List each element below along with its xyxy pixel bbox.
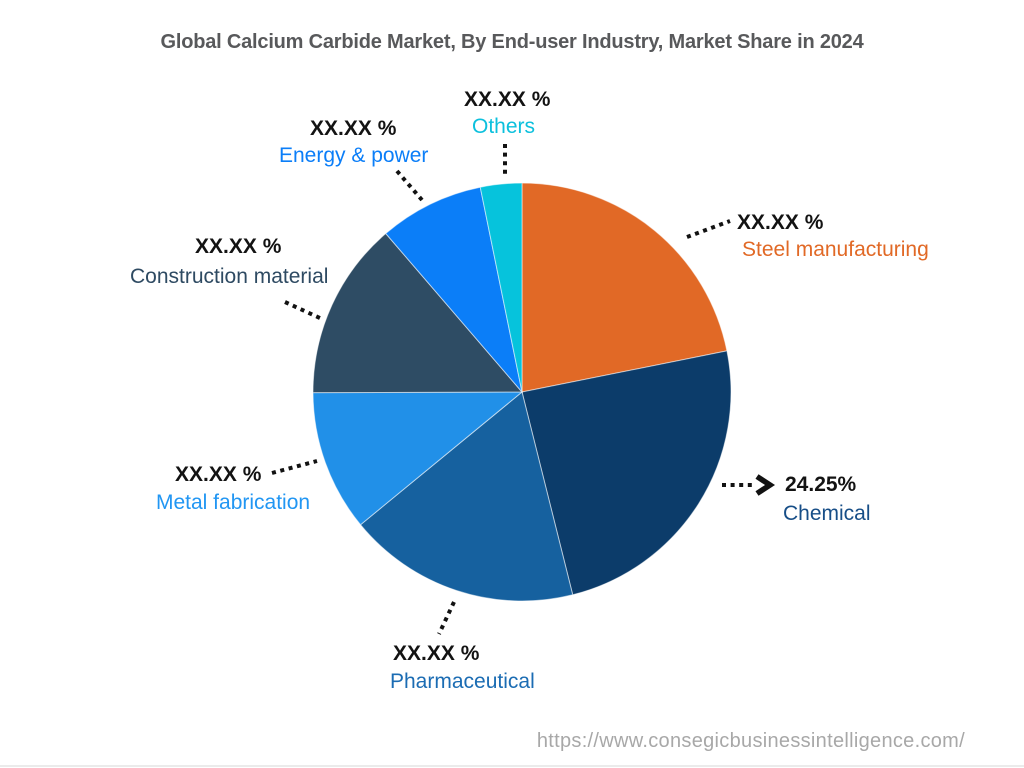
category-label-steel-manufacturing: Steel manufacturing	[742, 238, 929, 261]
category-label-others: Others	[472, 115, 536, 138]
chart-title: Global Calcium Carbide Market, By End-us…	[160, 31, 864, 53]
bottom-divider	[0, 765, 1024, 767]
pie-slice-chemical	[521, 350, 732, 596]
leader-line-metal-fabrication	[271, 459, 318, 475]
pie-chart	[312, 182, 732, 602]
category-label-construction-material: Construction material	[130, 265, 329, 288]
value-label-construction-material: XX.XX %	[195, 235, 282, 258]
value-label-energy-power: XX.XX %	[310, 117, 397, 140]
leader-line-pharmaceutical	[437, 601, 456, 635]
pie-slice-construction-material	[312, 232, 524, 394]
value-label-steel-manufacturing: XX.XX %	[737, 211, 824, 234]
source-url: https://www.consegicbusinessintelligence…	[536, 730, 965, 752]
pie-slice-metal-fabrication	[312, 391, 524, 526]
value-label-metal-fabrication: XX.XX %	[175, 463, 262, 486]
pie-slice-steel-manufacturing	[521, 182, 728, 393]
arrowhead-chemical-icon	[755, 474, 776, 496]
pie-slice-others	[479, 182, 523, 393]
value-label-pharmaceutical: XX.XX %	[393, 642, 480, 665]
pie-slice-pharmaceutical	[359, 391, 574, 602]
value-label-chemical: 24.25%	[785, 473, 857, 496]
category-label-metal-fabrication: Metal fabrication	[156, 491, 311, 514]
category-label-energy-power: Energy & power	[279, 144, 429, 167]
pie-slice-energy-power	[385, 186, 523, 394]
category-label-chemical: Chemical	[783, 502, 871, 525]
value-label-others: XX.XX %	[464, 88, 551, 111]
category-label-pharmaceutical: Pharmaceutical	[390, 670, 535, 693]
